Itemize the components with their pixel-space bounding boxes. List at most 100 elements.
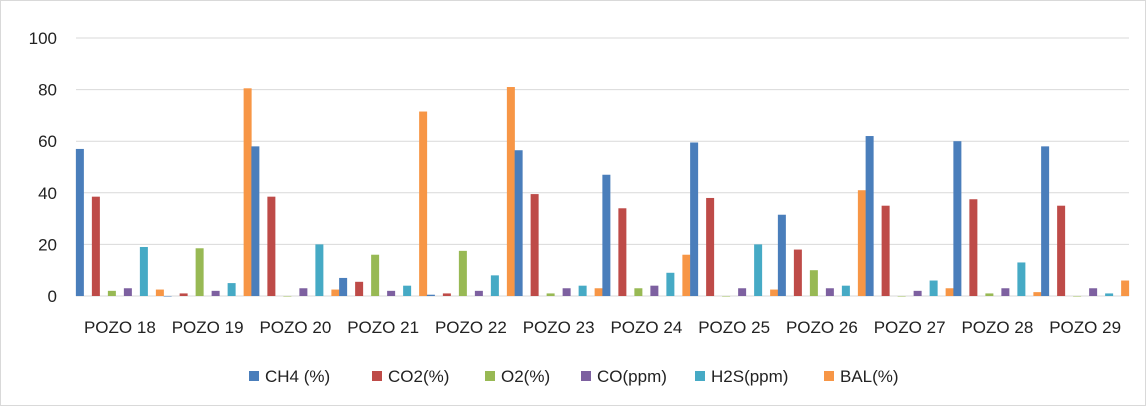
bar [1121,280,1130,296]
bar [913,290,922,296]
bar [155,289,164,296]
bar [139,246,148,296]
legend-swatch [372,371,382,381]
bar [777,214,786,296]
bar [809,270,818,296]
legend-label: CO2(%) [388,367,449,386]
bar [929,280,938,296]
x-tick-label: POZO 19 [172,318,244,337]
x-tick-label: POZO 25 [698,318,770,337]
bar [1041,146,1050,296]
bar [91,196,100,296]
legend-label: CH4 (%) [265,367,330,386]
legend-swatch [249,371,259,381]
bar [770,289,779,296]
bar [179,293,188,296]
bar [897,296,906,297]
legend-label: CO(ppm) [597,367,667,386]
bar [299,288,308,296]
bar [602,174,611,296]
x-tick-label: POZO 24 [610,318,682,337]
bar [738,288,747,296]
x-tick-label: POZO 28 [961,318,1033,337]
bar [650,285,659,296]
bar [426,294,435,296]
bar [514,150,523,296]
bar [355,281,364,296]
legend-swatch [695,371,705,381]
bar [945,288,954,296]
bar [985,293,994,296]
bar [1017,262,1026,296]
x-tick-label: POZO 18 [84,318,156,337]
bar [578,285,587,296]
bar [195,248,204,296]
bar [506,87,515,297]
bar [618,208,627,296]
bar [825,288,834,296]
bar [666,272,675,296]
bar [331,289,340,296]
bar [722,296,731,297]
bar [387,290,396,296]
bar [706,197,715,296]
y-tick-label: 60 [38,132,57,151]
bar [793,249,802,296]
bar [403,285,412,296]
bar [594,288,603,296]
bar [371,254,380,296]
bar [267,196,276,296]
bar [123,288,132,296]
bar [251,146,260,296]
x-tick-label: POZO 20 [259,318,331,337]
y-tick-label: 100 [29,29,57,48]
legend-label: BAL(%) [840,367,899,386]
bar [1001,288,1010,296]
bar [682,254,691,296]
y-tick-label: 40 [38,184,57,203]
y-tick-label: 20 [38,235,57,254]
x-tick-label: POZO 26 [786,318,858,337]
bar [474,290,483,296]
bar [857,190,866,296]
bar [1033,292,1042,296]
bar [865,136,874,296]
y-tick-label: 0 [48,287,57,306]
x-tick-label: POZO 29 [1049,318,1121,337]
legend-swatch [824,371,834,381]
bar [442,293,451,296]
bar [690,142,699,296]
bar [881,205,890,296]
bar [458,250,467,296]
bar [1057,205,1066,296]
x-axis-ticks: POZO 18 POZO 19 POZO 20 POZO 21 POZO 22 POZO … [84,318,1121,337]
legend-swatch [581,371,591,381]
bar [419,111,428,296]
bar [562,288,571,296]
bar [546,293,555,296]
legend: CH4 (%) CO2(%) O2(%) CO(ppm) H2S(ppm) BAL(%) [249,367,899,386]
x-tick-label: POZO 22 [435,318,507,337]
legend-swatch [485,371,495,381]
bar [530,194,539,296]
bar [211,290,220,296]
bar [163,296,172,297]
bar [953,141,962,296]
bar [315,244,324,296]
bar [243,88,252,296]
bar [75,148,84,296]
legend-label: O2(%) [501,367,550,386]
bars [75,87,1130,297]
bar [490,275,499,296]
y-axis-ticks: 0 20 40 60 80 100 [29,29,57,306]
bar [634,288,643,296]
bar [227,283,236,296]
bar [841,285,850,296]
bar [107,290,116,296]
bar [283,296,292,297]
x-tick-label: POZO 23 [523,318,595,337]
bar [1089,288,1098,296]
x-tick-label: POZO 27 [874,318,946,337]
legend-label: H2S(ppm) [711,367,788,386]
